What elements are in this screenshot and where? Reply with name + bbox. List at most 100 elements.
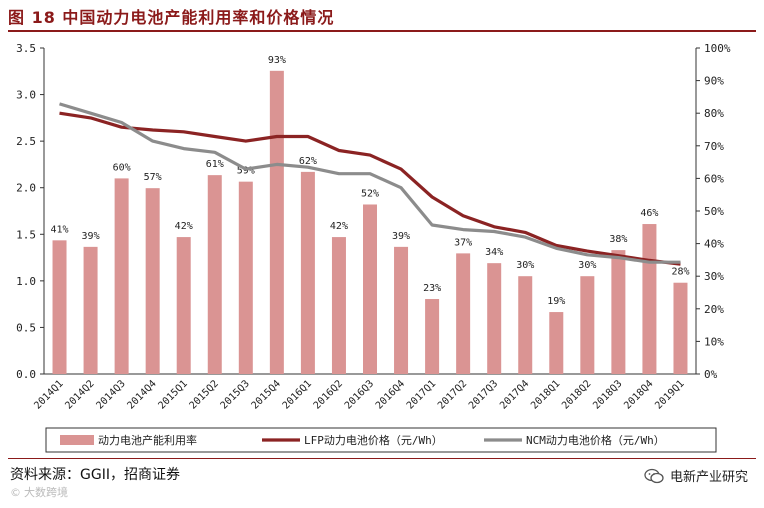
x-axis-tick-label: 2015Q2	[188, 378, 221, 411]
bar-data-label: 60%	[113, 162, 131, 173]
utilization-bar	[673, 282, 688, 374]
x-axis-tick-label: 2015Q4	[250, 378, 283, 411]
x-axis-tick-label: 2019Q1	[653, 378, 686, 411]
watermark-text: 大数跨境	[24, 486, 68, 499]
x-axis-tick-label: 2017Q4	[498, 378, 531, 411]
capacity-price-chart: 0.0 0.5 1.0 1.5 2.0 2.5 3.0 3.5 0% 10% 20% 30% 40% 5…	[16, 42, 731, 453]
utilization-bar	[642, 224, 657, 374]
utilization-bar	[300, 171, 315, 374]
right-axis-tick-label: 60%	[704, 172, 724, 185]
x-axis-tick-label: 2018Q1	[529, 378, 562, 411]
wechat-icon	[644, 468, 664, 483]
utilization-bar	[580, 276, 595, 374]
utilization-bar	[331, 237, 346, 374]
utilization-bar	[394, 246, 409, 374]
bar-data-label: 42%	[175, 221, 193, 232]
utilization-bar	[549, 312, 564, 374]
right-axis-tick-label: 90%	[704, 75, 724, 88]
bar-data-label: 57%	[144, 172, 162, 183]
right-axis-tick-label: 100%	[704, 42, 731, 55]
right-axis-tick-label: 70%	[704, 140, 724, 153]
ncm-price-line	[59, 102, 681, 264]
left-axis-tick-label: 3.5	[16, 42, 36, 55]
legend-label-ncm: NCM动力电池价格（元/Wh）	[526, 433, 665, 447]
utilization-bar	[611, 250, 626, 374]
x-axis-tick-label: 2015Q3	[219, 378, 252, 411]
bar-data-label: 30%	[516, 260, 534, 271]
utilization-bar	[145, 188, 160, 374]
x-axis-tick-label: 2015Q1	[157, 378, 190, 411]
x-axis-tick-label: 2018Q3	[591, 378, 624, 411]
bar-data-label: 59%	[237, 166, 255, 177]
left-axis-tick-label: 0.0	[16, 368, 36, 381]
bar-data-label: 93%	[268, 55, 286, 66]
utilization-bar	[176, 237, 191, 374]
x-axis-tick-label: 2014Q3	[94, 378, 127, 411]
bar-data-label: 23%	[423, 283, 441, 294]
watermark-logo-icon: ©	[10, 485, 21, 499]
bar-data-label: 38%	[609, 234, 627, 245]
x-axis-tick-label: 2014Q2	[63, 378, 96, 411]
bar-data-label: 42%	[330, 221, 348, 232]
x-axis-tick-label: 2017Q2	[436, 378, 469, 411]
bar-data-label: 37%	[454, 237, 472, 248]
x-axis-tick-label: 2016Q1	[281, 378, 314, 411]
x-axis-tick-label: 2018Q4	[622, 378, 655, 411]
chart-title: 图 18 中国动力电池产能利用率和价格情况	[8, 8, 335, 27]
wechat-account: 电新产业研究	[644, 466, 748, 485]
bar-data-label: 62%	[299, 156, 317, 167]
utilization-bar	[83, 246, 98, 374]
bar-data-label: 52%	[361, 188, 379, 199]
bar-data-label: 30%	[578, 260, 596, 271]
x-axis-tick-label: 2017Q1	[405, 378, 438, 411]
legend-label-lfp: LFP动力电池价格（元/Wh）	[304, 433, 443, 447]
right-axis-tick-label: 0%	[704, 368, 718, 381]
left-axis-tick-label: 1.0	[16, 275, 36, 288]
left-axis-tick-label: 1.5	[16, 228, 36, 241]
utilization-bar	[487, 263, 502, 374]
utilization-bar	[456, 253, 471, 374]
left-axis-tick-label: 2.0	[16, 182, 36, 195]
utilization-bar	[114, 178, 129, 374]
x-axis-tick-label: 2016Q3	[343, 378, 376, 411]
utilization-bar	[518, 276, 533, 374]
bar-data-label: 46%	[640, 208, 658, 219]
x-axis-tick-label: 2017Q3	[467, 378, 500, 411]
utilization-bar	[207, 175, 222, 374]
utilization-bar	[363, 204, 377, 374]
bar-data-label: 28%	[671, 267, 689, 278]
left-axis-tick-label: 3.0	[16, 89, 36, 102]
bar-data-label: 41%	[50, 224, 68, 235]
legend-swatch-utilization	[60, 435, 94, 445]
left-axis-tick-label: 2.5	[16, 135, 36, 148]
bar-data-label: 39%	[82, 231, 100, 242]
right-axis-tick-label: 10%	[704, 335, 724, 348]
x-axis-tick-label: 2014Q1	[32, 378, 65, 411]
x-axis-tick-label: 2014Q4	[125, 378, 158, 411]
x-axis-tick-label: 2018Q2	[560, 378, 593, 411]
utilization-bar	[269, 70, 284, 374]
utilization-bar	[52, 240, 67, 374]
right-axis-tick-label: 50%	[704, 205, 724, 218]
watermark: © 大数跨境	[10, 484, 68, 500]
left-axis-tick-label: 0.5	[16, 321, 36, 334]
bar-data-label: 39%	[392, 231, 410, 242]
bar-data-label: 34%	[485, 247, 503, 258]
right-axis-tick-label: 80%	[704, 107, 724, 120]
utilization-bar	[425, 299, 440, 374]
source-note: 资料来源：GGII，招商证券	[10, 467, 180, 483]
lfp-price-line	[59, 111, 681, 266]
footer-divider	[8, 458, 756, 459]
x-axis-tick-label: 2016Q4	[374, 378, 407, 411]
legend-label-utilization: 动力电池产能利用率	[98, 433, 197, 447]
title-divider	[8, 30, 756, 32]
right-axis-tick-label: 30%	[704, 270, 724, 283]
legend-box	[45, 427, 717, 453]
x-axis-tick-label: 2016Q2	[312, 378, 345, 411]
bar-data-label: 61%	[206, 159, 224, 170]
right-axis-tick-label: 20%	[704, 303, 724, 316]
utilization-bar	[238, 181, 253, 374]
wechat-name: 电新产业研究	[669, 470, 748, 485]
bar-data-label: 19%	[547, 296, 565, 307]
right-axis-tick-label: 40%	[704, 238, 724, 251]
